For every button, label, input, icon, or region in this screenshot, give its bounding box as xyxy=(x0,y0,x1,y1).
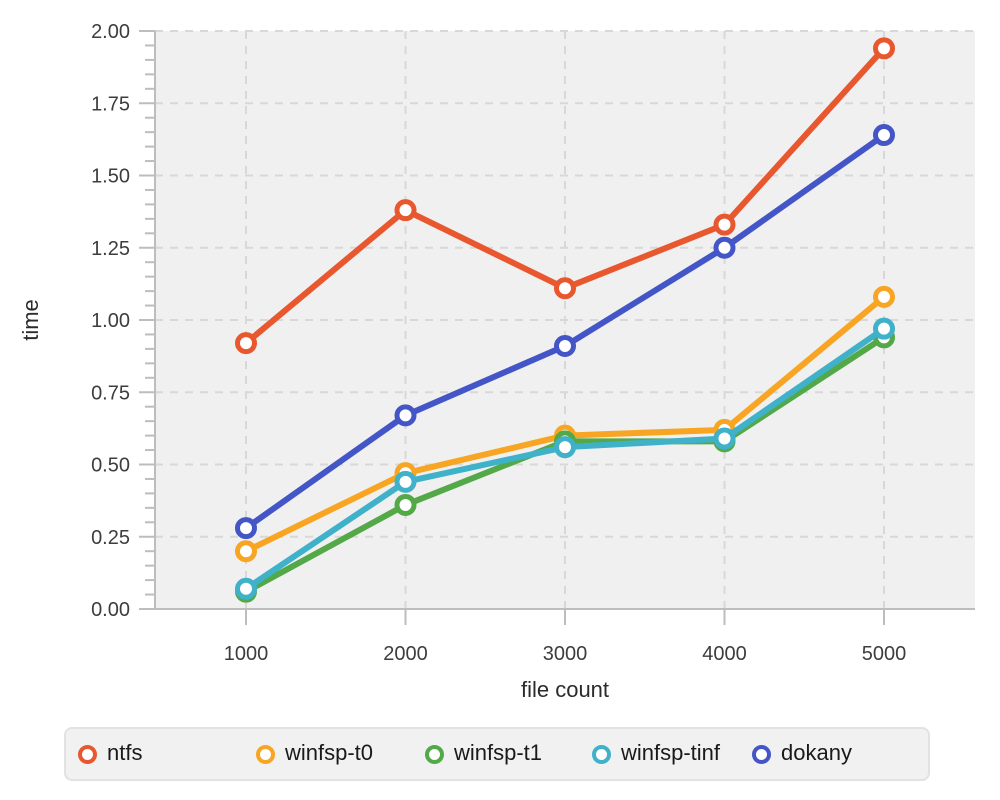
legend: ntfs winfsp-t0 winfsp-t1 winfsp-tinf dokany xyxy=(64,727,930,781)
legend-item-winfsp-t0: winfsp-t0 xyxy=(256,742,425,766)
marker-ntfs-5000 xyxy=(873,37,895,60)
series-layer xyxy=(235,37,895,603)
marker-winfsp-t0-5000 xyxy=(873,285,895,308)
legend-item-label: winfsp-t0 xyxy=(285,740,374,765)
axis-spines xyxy=(154,31,975,610)
legend-ring-icon-winfsp-t1 xyxy=(425,744,444,764)
marker-dokany-4000 xyxy=(713,236,736,259)
x-tick-label: 2000 xyxy=(383,643,428,665)
y-axis-title: time xyxy=(18,299,43,341)
axis-ticks xyxy=(139,30,885,625)
legend-item-winfsp-tinf: winfsp-tinf xyxy=(592,742,752,766)
legend-item-label: dokany xyxy=(781,740,852,765)
y-tick-label: 0.50 xyxy=(91,455,130,477)
x-axis-title: file count xyxy=(521,677,609,702)
marker-dokany-1000 xyxy=(235,517,257,540)
marker-winfsp-tinf-5000 xyxy=(873,317,895,340)
y-tick-label: 2.00 xyxy=(91,21,130,43)
y-tick-label: 1.25 xyxy=(91,238,130,260)
marker-winfsp-tinf-2000 xyxy=(394,470,417,493)
marker-winfsp-t1-2000 xyxy=(394,493,417,516)
legend-item-winfsp-t1: winfsp-t1 xyxy=(425,742,592,766)
legend-ring-icon-dokany xyxy=(752,744,771,764)
marker-ntfs-3000 xyxy=(554,277,576,300)
y-tick-label: 1.00 xyxy=(91,310,130,332)
y-tick-label: 1.50 xyxy=(91,166,130,188)
marker-ntfs-2000 xyxy=(394,199,417,222)
x-tick-label: 5000 xyxy=(862,643,907,665)
y-tick-label: 0.00 xyxy=(91,599,130,621)
x-tick-label: 1000 xyxy=(224,643,269,665)
legend-item-label: winfsp-t1 xyxy=(454,740,543,765)
marker-dokany-2000 xyxy=(394,404,417,427)
legend-item-label: winfsp-tinf xyxy=(621,740,721,765)
tick-labels: 0.00 0.25 0.50 0.75 1.00 1.25 1.50 1.75 2.00 1000… xyxy=(91,21,906,665)
y-tick-label: 0.25 xyxy=(91,527,130,549)
legend-ring-icon-ntfs xyxy=(78,744,97,764)
marker-ntfs-1000 xyxy=(235,332,257,355)
legend-ring-icon-winfsp-tinf xyxy=(592,744,611,764)
marker-winfsp-tinf-1000 xyxy=(235,577,257,600)
legend-item-dokany: dokany xyxy=(752,742,852,766)
marker-winfsp-tinf-4000 xyxy=(713,427,736,450)
marker-winfsp-t0-1000 xyxy=(235,540,257,563)
chart-svg: 0.00 0.25 0.50 0.75 1.00 1.25 1.50 1.75 2.00 1000… xyxy=(18,21,975,702)
x-tick-label: 4000 xyxy=(702,643,747,665)
x-tick-label: 3000 xyxy=(543,643,588,665)
y-tick-label: 0.75 xyxy=(91,382,130,404)
legend-item-ntfs: ntfs xyxy=(78,742,256,766)
marker-winfsp-tinf-3000 xyxy=(554,436,576,459)
marker-dokany-3000 xyxy=(554,335,576,358)
y-tick-label: 1.75 xyxy=(91,93,130,115)
legend-item-label: ntfs xyxy=(107,740,143,765)
marker-dokany-5000 xyxy=(873,124,895,147)
marker-ntfs-4000 xyxy=(713,213,736,236)
legend-ring-icon-winfsp-t0 xyxy=(256,744,275,764)
